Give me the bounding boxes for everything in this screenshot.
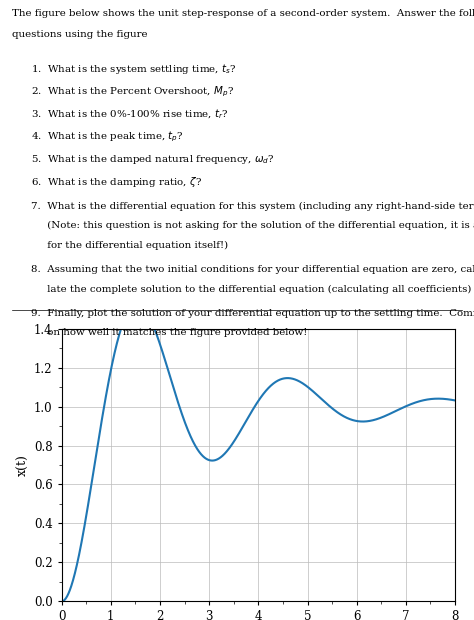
Text: The figure below shows the unit step-response of a second-order system.  Answer : The figure below shows the unit step-res… xyxy=(12,9,474,19)
Text: questions using the figure: questions using the figure xyxy=(12,30,147,39)
Text: (Note: this question is not asking for the solution of the differential equation: (Note: this question is not asking for t… xyxy=(31,221,474,230)
Y-axis label: x(t): x(t) xyxy=(17,454,30,476)
Text: 1.  What is the system settling time, $t_s$?: 1. What is the system settling time, $t_… xyxy=(31,63,237,76)
Text: for the differential equation itself!): for the differential equation itself!) xyxy=(31,241,228,250)
Text: on how well it matches the figure provided below!: on how well it matches the figure provid… xyxy=(31,329,307,337)
Text: 6.  What is the damping ratio, $\zeta$?: 6. What is the damping ratio, $\zeta$? xyxy=(31,175,202,189)
Text: late the complete solution to the differential equation (calculating all coeffic: late the complete solution to the differ… xyxy=(31,285,471,294)
Text: 4.  What is the peak time, $t_p$?: 4. What is the peak time, $t_p$? xyxy=(31,130,183,144)
Text: 3.  What is the 0%-100% rise time, $t_r$?: 3. What is the 0%-100% rise time, $t_r$? xyxy=(31,107,228,121)
Text: 5.  What is the damped natural frequency, $\omega_d$?: 5. What is the damped natural frequency,… xyxy=(31,153,274,166)
Text: 9.  Finally, plot the solution of your differential equation up to the settling : 9. Finally, plot the solution of your di… xyxy=(31,309,474,318)
Text: 2.  What is the Percent Overshoot, $M_p$?: 2. What is the Percent Overshoot, $M_p$? xyxy=(31,85,234,99)
Text: 7.  What is the differential equation for this system (including any right-hand-: 7. What is the differential equation for… xyxy=(31,202,474,211)
Text: 8.  Assuming that the two initial conditions for your differential equation are : 8. Assuming that the two initial conditi… xyxy=(31,265,474,274)
